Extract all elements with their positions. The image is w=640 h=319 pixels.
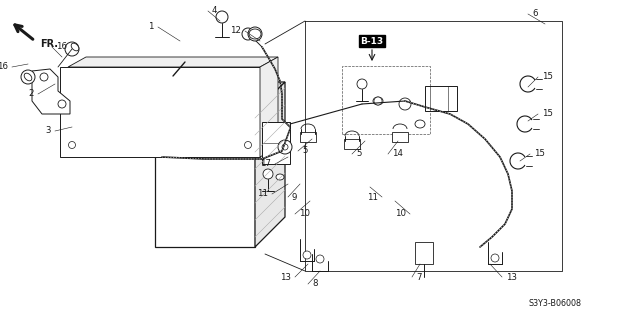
Circle shape xyxy=(491,254,499,262)
Bar xyxy=(300,132,316,142)
Ellipse shape xyxy=(415,120,425,128)
Circle shape xyxy=(242,28,254,40)
Text: 10: 10 xyxy=(395,210,406,219)
Ellipse shape xyxy=(373,97,383,105)
Circle shape xyxy=(282,144,288,150)
Circle shape xyxy=(303,251,311,259)
Circle shape xyxy=(40,73,48,81)
Text: 4: 4 xyxy=(212,6,218,16)
Ellipse shape xyxy=(71,43,79,51)
Circle shape xyxy=(263,169,273,179)
Circle shape xyxy=(21,70,35,84)
Text: B-13: B-13 xyxy=(360,36,383,46)
Circle shape xyxy=(357,79,367,89)
Circle shape xyxy=(242,93,252,103)
Bar xyxy=(342,66,430,134)
Text: 15: 15 xyxy=(542,72,553,81)
Polygon shape xyxy=(32,69,70,114)
Text: 1: 1 xyxy=(148,23,154,32)
Bar xyxy=(160,117,250,137)
Text: 17: 17 xyxy=(260,160,271,168)
Text: 15: 15 xyxy=(534,150,545,159)
Text: 13: 13 xyxy=(280,272,291,281)
Text: 13: 13 xyxy=(506,272,517,281)
Ellipse shape xyxy=(236,89,247,99)
Polygon shape xyxy=(155,82,285,112)
Circle shape xyxy=(167,93,179,105)
Text: 2: 2 xyxy=(29,90,34,99)
Bar xyxy=(344,139,360,149)
Ellipse shape xyxy=(249,29,261,39)
Circle shape xyxy=(278,140,292,154)
Ellipse shape xyxy=(205,89,216,99)
Circle shape xyxy=(216,11,228,23)
Text: 10: 10 xyxy=(299,210,310,219)
Text: 8: 8 xyxy=(312,279,317,288)
Circle shape xyxy=(68,142,76,149)
Ellipse shape xyxy=(175,89,186,99)
Polygon shape xyxy=(260,57,278,157)
Bar xyxy=(155,112,255,247)
Circle shape xyxy=(374,97,382,105)
Text: 11: 11 xyxy=(367,192,378,202)
Circle shape xyxy=(399,98,411,110)
Polygon shape xyxy=(68,57,278,67)
Text: 11: 11 xyxy=(257,189,268,198)
Text: FR.: FR. xyxy=(40,39,58,49)
Ellipse shape xyxy=(276,174,284,180)
Ellipse shape xyxy=(24,73,32,81)
Text: 6: 6 xyxy=(532,10,538,19)
Text: 14: 14 xyxy=(392,150,403,159)
Circle shape xyxy=(58,100,66,108)
Text: 3: 3 xyxy=(45,127,51,136)
Ellipse shape xyxy=(159,89,170,99)
Text: 7: 7 xyxy=(416,272,422,281)
Text: 9: 9 xyxy=(292,192,298,202)
Text: 5: 5 xyxy=(302,146,307,155)
Text: 12: 12 xyxy=(230,26,241,35)
Bar xyxy=(262,122,290,164)
Bar xyxy=(415,242,433,264)
Text: 16: 16 xyxy=(0,63,8,71)
Circle shape xyxy=(248,27,262,41)
Bar xyxy=(425,86,457,111)
Circle shape xyxy=(244,142,252,149)
Text: S3Y3-B06008: S3Y3-B06008 xyxy=(529,300,582,308)
Circle shape xyxy=(65,42,79,56)
Polygon shape xyxy=(255,82,285,247)
Bar xyxy=(392,132,408,142)
Text: 15: 15 xyxy=(542,109,553,118)
Text: 5: 5 xyxy=(356,150,362,159)
Bar xyxy=(60,67,260,157)
Text: 16: 16 xyxy=(56,42,67,51)
Ellipse shape xyxy=(221,89,232,99)
Ellipse shape xyxy=(190,89,201,99)
Circle shape xyxy=(316,255,324,263)
